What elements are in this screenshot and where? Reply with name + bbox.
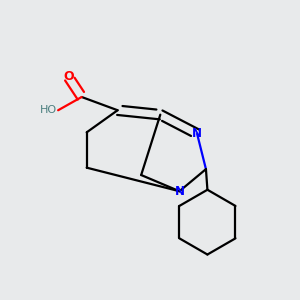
Text: N: N xyxy=(174,185,184,198)
Text: N: N xyxy=(192,127,202,140)
Text: HO: HO xyxy=(40,105,57,115)
Text: O: O xyxy=(64,70,74,83)
